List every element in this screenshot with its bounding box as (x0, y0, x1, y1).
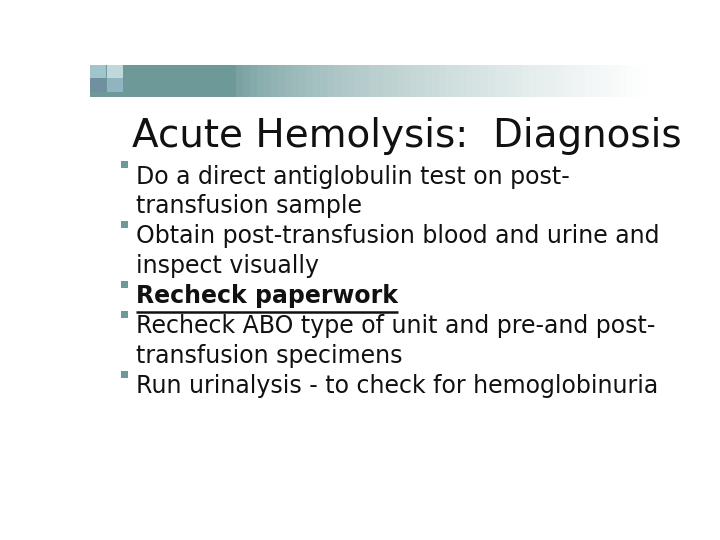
Bar (145, 65, 154, 97)
Bar (404, 65, 412, 97)
Bar (279, 65, 287, 97)
Bar (90, 65, 106, 78)
Bar (118, 65, 126, 97)
Text: Obtain post-transfusion blood and urine and
inspect visually: Obtain post-transfusion blood and urine … (136, 225, 660, 278)
Text: Acute Hemolysis:  Diagnosis: Acute Hemolysis: Diagnosis (132, 117, 681, 155)
Bar (327, 65, 336, 97)
Bar (432, 65, 440, 97)
Bar (362, 65, 370, 97)
Bar (209, 65, 217, 97)
Bar (438, 65, 447, 97)
Text: Recheck paperwork: Recheck paperwork (136, 285, 397, 308)
Bar (446, 65, 454, 97)
Bar (107, 65, 123, 92)
Bar (376, 65, 384, 97)
Bar (459, 65, 468, 97)
Bar (425, 65, 433, 97)
Bar (174, 65, 181, 97)
Bar (251, 65, 258, 97)
Bar (243, 65, 251, 97)
Bar (550, 65, 559, 97)
Bar (202, 65, 210, 97)
Bar (390, 65, 398, 97)
Bar (508, 65, 516, 97)
Bar (121, 221, 128, 228)
Text: Run urinalysis - to check for hemoglobinuria: Run urinalysis - to check for hemoglobin… (136, 374, 658, 398)
Bar (578, 65, 586, 97)
Bar (292, 65, 300, 97)
Bar (285, 65, 293, 97)
Bar (167, 65, 175, 97)
Bar (194, 65, 203, 97)
Bar (121, 310, 128, 318)
Bar (121, 281, 128, 288)
Bar (585, 65, 593, 97)
Bar (181, 65, 189, 97)
Bar (97, 65, 105, 97)
Bar (369, 65, 377, 97)
Bar (453, 65, 461, 97)
Bar (153, 65, 161, 97)
Bar (139, 65, 147, 97)
Bar (264, 65, 272, 97)
Bar (104, 65, 112, 97)
Bar (474, 65, 482, 97)
Bar (383, 65, 391, 97)
Bar (348, 65, 356, 97)
Bar (599, 65, 607, 97)
Bar (355, 65, 363, 97)
Bar (236, 65, 245, 97)
Bar (132, 65, 140, 97)
Bar (90, 65, 98, 97)
Bar (258, 65, 266, 97)
Bar (593, 65, 600, 97)
Bar (523, 65, 531, 97)
Bar (487, 65, 495, 97)
Bar (641, 65, 649, 97)
Bar (300, 65, 307, 97)
Bar (418, 65, 426, 97)
Bar (160, 65, 168, 97)
Bar (557, 65, 565, 97)
Bar (222, 65, 230, 97)
Bar (320, 65, 328, 97)
Bar (564, 65, 572, 97)
Bar (481, 65, 489, 97)
Bar (467, 65, 474, 97)
Bar (397, 65, 405, 97)
Bar (627, 65, 635, 97)
Bar (613, 65, 621, 97)
Bar (230, 65, 238, 97)
Bar (571, 65, 580, 97)
Bar (111, 65, 119, 97)
Bar (341, 65, 349, 97)
Bar (536, 65, 544, 97)
Bar (529, 65, 538, 97)
Bar (188, 65, 196, 97)
Bar (107, 65, 123, 78)
Bar (502, 65, 510, 97)
Bar (306, 65, 315, 97)
Bar (121, 161, 128, 168)
Bar (411, 65, 419, 97)
Bar (90, 65, 106, 92)
Bar (313, 65, 321, 97)
Text: Do a direct antiglobulin test on post-
transfusion sample: Do a direct antiglobulin test on post- t… (136, 165, 570, 218)
Bar (620, 65, 628, 97)
Bar (271, 65, 279, 97)
Bar (125, 65, 133, 97)
Bar (495, 65, 503, 97)
Bar (516, 65, 523, 97)
Bar (634, 65, 642, 97)
Bar (606, 65, 614, 97)
Bar (121, 370, 128, 378)
Text: Recheck ABO type of unit and pre-and post-
transfusion specimens: Recheck ABO type of unit and pre-and pos… (136, 314, 655, 368)
Bar (215, 65, 224, 97)
Bar (334, 65, 342, 97)
Bar (544, 65, 552, 97)
